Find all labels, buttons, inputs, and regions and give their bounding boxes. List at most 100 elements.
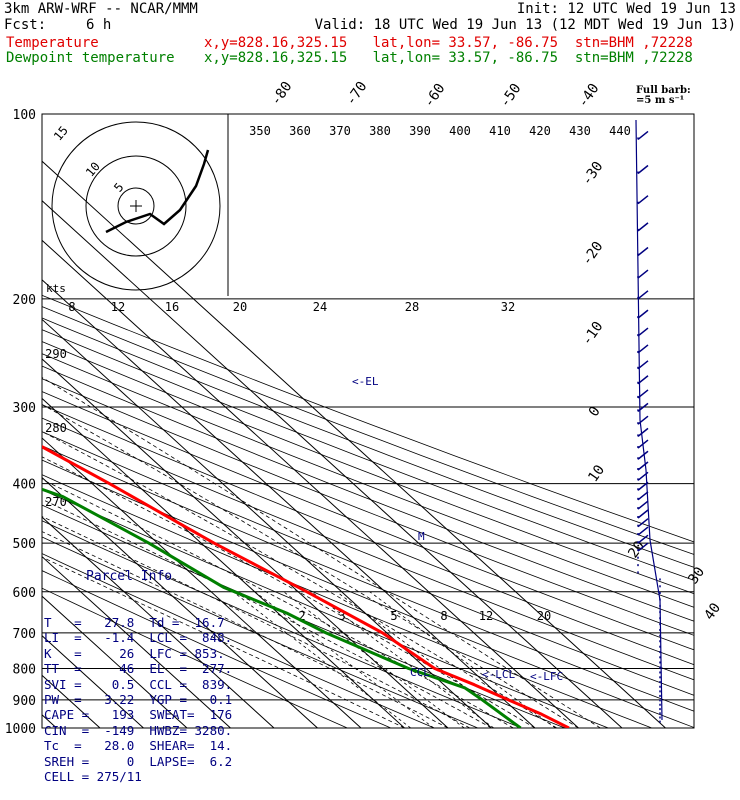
- dry-adiabat-line: [42, 329, 694, 581]
- hodograph-ring: [51, 121, 221, 291]
- hodo-speed-label: 28: [405, 300, 419, 314]
- parcel-info-row: TT = 46 EL = 277.: [44, 661, 233, 677]
- dry-adiabat-line: [42, 587, 348, 728]
- isotherm-label: 20: [625, 538, 648, 561]
- pressure-tick-label: 100: [13, 108, 36, 123]
- wind-barb-flag: [637, 534, 649, 544]
- pressure-tick-label: 400: [13, 478, 36, 493]
- hodograph-ring-label: 10: [83, 159, 103, 179]
- wind-barb-staff: [635, 119, 663, 721]
- theta-e-label: 440: [609, 124, 631, 138]
- dewpoint-location-info: x,y=828.16,325.15 lat,lon= 33.57, -86.75…: [204, 50, 693, 66]
- isotherm-label: -60: [421, 81, 449, 111]
- moist-adiabat-line: [42, 556, 405, 728]
- wind-barb-flag: [637, 526, 649, 536]
- hodo-speed-label: 24: [313, 300, 327, 314]
- theta-e-label: 370: [329, 124, 351, 138]
- wind-barb-flag: [637, 415, 649, 425]
- moist-adiabat-line: [42, 431, 558, 728]
- full-barb-legend: Full barb: =5 m s⁻¹: [636, 86, 691, 106]
- pressure-tick-label: 700: [13, 627, 36, 642]
- isotherm-label: 40: [701, 600, 724, 623]
- isotherm-line: [42, 476, 318, 728]
- wind-barb-flag: [637, 222, 649, 232]
- dry-adiabat-line: [42, 404, 694, 666]
- hodograph-unit-label: kts: [46, 282, 66, 295]
- hodo-speed-label: 16: [165, 300, 179, 314]
- hodograph-trace: [105, 149, 210, 234]
- dry-adiabat-lines: [42, 294, 694, 728]
- mixing-ratio-line: [283, 591, 465, 728]
- mixing-ratio-label: 3: [338, 609, 345, 623]
- hodo-speed-label: 12: [111, 300, 125, 314]
- dry-adiabat-line: [42, 431, 694, 696]
- parcel-info-row: CELL = 275/11: [44, 769, 142, 785]
- el-marker: <-EL: [352, 375, 379, 388]
- wind-barb-flag: [637, 130, 649, 141]
- parcel-info-row: CAPE = 193 SWEAT= 176: [44, 707, 233, 723]
- pressure-tick-label: 900: [13, 694, 36, 709]
- parcel-info-rows: T = 27.8 Td = 16.7 LI = -1.4 LCL = 848. K …: [44, 615, 244, 784]
- moist-adiabat-line: [42, 404, 579, 728]
- isotherm-label: -70: [343, 79, 371, 109]
- dry-adiabat-line: [42, 570, 391, 728]
- parcel-info-row: LI = -1.4 LCL = 848.: [44, 630, 233, 646]
- isotherm-label: -30: [579, 159, 607, 189]
- theta-e-label: 400: [449, 124, 471, 138]
- parcel-info-row: PW = 3.22 YGP = 0.1: [44, 692, 233, 708]
- dry-adiabat-line: [42, 353, 694, 608]
- lfc-marker: <-LFC: [530, 670, 564, 683]
- wind-barb-flag: [637, 500, 649, 510]
- hodograph-ring: [85, 155, 187, 257]
- wind-barb-flag: [637, 195, 649, 205]
- wind-barb-flag: [637, 164, 649, 175]
- isotherm-line: [42, 555, 231, 728]
- sounding-traces: [42, 445, 570, 728]
- mixing-ratio-label: 8: [440, 609, 447, 623]
- dry-adiabat-line: [42, 341, 694, 595]
- mixing-ratio-label: 5: [390, 609, 397, 623]
- pressure-tick-label: 1000: [5, 722, 36, 737]
- parcel-info-row: Tc = 28.0 SHEAR= 14.: [44, 738, 233, 754]
- temperature-trace: [42, 445, 570, 728]
- wind-barbs: [635, 119, 663, 723]
- mixing-ratio-line: [311, 591, 494, 728]
- full-barb-title: Full barb:: [636, 85, 691, 96]
- hodograph-ring-label: 15: [51, 123, 71, 143]
- isotherm-label: -40: [575, 81, 603, 111]
- mixing-ratio-label: 12: [479, 609, 493, 623]
- temperature-location-info: x,y=828.16,325.15 lat,lon= 33.57, -86.75…: [204, 35, 693, 51]
- hodo-speed-label: 20: [233, 300, 247, 314]
- isotherm-line: [42, 595, 188, 728]
- wind-barb-flag: [637, 491, 649, 501]
- isotherm-line: [42, 200, 623, 728]
- dry-adiabat-line: [42, 459, 694, 728]
- theta-e-label: 380: [369, 124, 391, 138]
- moist-adiabat-line: [42, 498, 492, 728]
- dry-adiabat-line: [42, 474, 652, 728]
- mixing-ratio-line: [232, 591, 411, 728]
- isotherm-label: 0: [586, 404, 604, 420]
- parcel-info-row: K = 26 LFC = 853.: [44, 645, 225, 661]
- theta-e-label: 410: [489, 124, 511, 138]
- isotherm-label: 10: [585, 462, 608, 485]
- theta-e-label: 350: [249, 124, 271, 138]
- wind-barb-flag: [637, 542, 649, 552]
- dewpoint-trace: [42, 487, 522, 728]
- ccl-marker: CCL: [410, 666, 430, 679]
- parcel-info-panel: Parcel Info T = 27.8 Td = 16.7 LI = -1.4 …: [44, 538, 244, 784]
- lcl-marker: <-LCL: [482, 668, 516, 681]
- pressure-tick-label: 300: [13, 401, 36, 416]
- isotherm-line: [42, 279, 536, 728]
- hodo-speed-label: 8: [68, 300, 75, 314]
- wind-barb-flag: [637, 246, 649, 257]
- parcel-info-row: T = 27.8 Td = 16.7: [44, 615, 225, 631]
- m-marker: M: [418, 530, 425, 543]
- isotherm-line: [42, 437, 362, 728]
- dry-adiabat-line: [42, 445, 694, 712]
- isotherm-label: -10: [579, 319, 607, 349]
- hodograph-ring: [117, 187, 155, 225]
- theta-label: 290: [45, 347, 67, 361]
